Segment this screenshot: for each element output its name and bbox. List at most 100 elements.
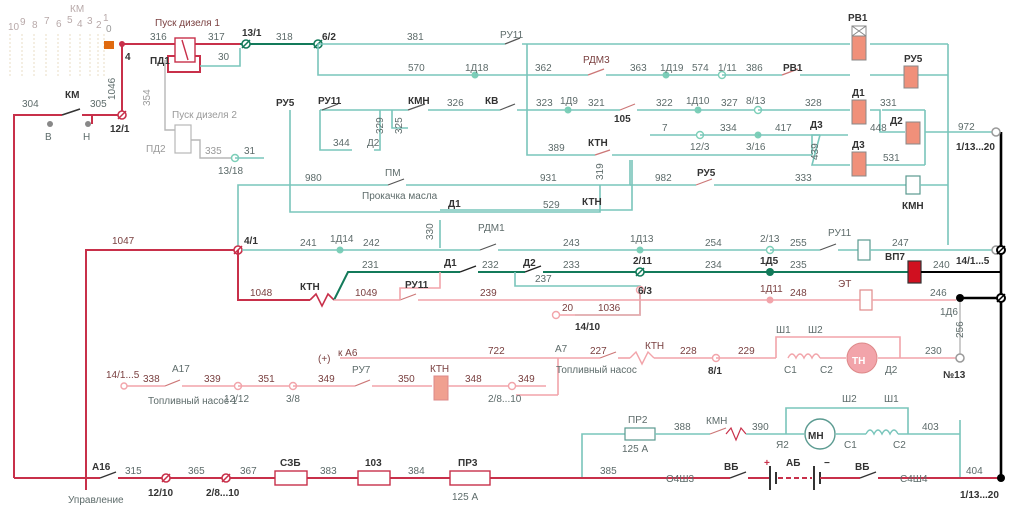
wire-256: 256 [955, 321, 966, 338]
wire-330: 330 [425, 223, 436, 240]
wire-318: 318 [276, 32, 293, 43]
wire-351: 351 [258, 374, 275, 385]
wire-322: 322 [656, 98, 673, 109]
ru11-top-label: РУ11 [500, 30, 524, 41]
wire-323: 323 [536, 98, 553, 109]
wire-242: 242 [363, 238, 380, 249]
wire-319: 319 [595, 163, 606, 180]
wire-243: 243 [563, 238, 580, 249]
wire-231: 231 [362, 260, 379, 271]
node-1d6: 1Д6 [940, 307, 958, 318]
wire-384: 384 [408, 466, 425, 477]
wire-339: 339 [204, 374, 221, 385]
wire-385: 385 [600, 466, 617, 477]
c1-b-label: С1 [844, 440, 857, 451]
pusk-1-label: Пуск дизеля 1 [155, 18, 220, 29]
wire-972: 972 [958, 122, 975, 133]
ktn-b-label: КТН [582, 197, 602, 208]
node-1d9: 1Д9 [560, 96, 578, 107]
d1-b-label: Д1 [444, 258, 457, 269]
wire-1049: 1049 [355, 288, 378, 299]
wire-7: 7 [662, 123, 668, 134]
node-1d13: 1Д13 [630, 234, 654, 245]
ab-plus: + [764, 458, 770, 469]
node-13-18-label: 13/18 [218, 166, 243, 177]
node-3-16: 3/16 [746, 142, 766, 153]
wire-241: 241 [300, 238, 317, 249]
wire-439: 439 [810, 143, 821, 160]
et-label: ЭТ [838, 279, 851, 290]
wire-386: 386 [746, 63, 763, 74]
node-6-2-label: 6/2 [322, 32, 336, 43]
cyan-middle [289, 103, 1001, 213]
wire-329: 329 [375, 117, 386, 134]
pusk-2-branch [164, 60, 264, 163]
wire-239: 239 [480, 288, 497, 299]
kmn-coil-label: КМН [902, 201, 924, 212]
ab-minus: − [824, 458, 830, 469]
shunt-103-label: 103 [365, 458, 382, 469]
szb-fuse [274, 470, 308, 486]
wire-390: 390 [752, 422, 769, 433]
wire-4: 4 [125, 52, 131, 63]
node-3-8: 3/8 [286, 394, 300, 405]
pd1-button [174, 37, 196, 63]
fuel-pump-1-row [120, 375, 546, 401]
ru5-coil-label: РУ5 [904, 54, 923, 65]
coil-ru11 [857, 239, 871, 261]
wire-349-b: 349 [518, 374, 535, 385]
ktn-a-label: КТН [588, 138, 608, 149]
d2-b-label: Д2 [523, 258, 536, 269]
km-pos-10: 10 [8, 22, 20, 33]
sh1-a-label: Ш1 [776, 325, 791, 336]
pr2-val: 125 А [622, 444, 648, 455]
coil-ktn [433, 375, 449, 401]
pr3-label: ПР3 [458, 458, 478, 469]
wire-363: 363 [630, 63, 647, 74]
wire-305: 305 [90, 99, 107, 110]
pr3-val: 125 А [452, 492, 478, 503]
rv1-coil-label: РВ1 [848, 13, 868, 24]
wire-232: 232 [482, 260, 499, 271]
ru11-b-label: РУ11 [318, 96, 342, 107]
o4sh3-label: О4Ш3 [666, 474, 695, 485]
coil-d2 [905, 121, 921, 145]
d3-coil-label: Д3 [852, 140, 865, 151]
wire-980: 980 [305, 173, 322, 184]
wire-383: 383 [320, 466, 337, 477]
node-105: 105 [614, 114, 631, 125]
node-12-1-label: 12/1 [110, 124, 130, 135]
wire-327: 327 [721, 98, 738, 109]
node-1d10: 1Д10 [686, 96, 710, 107]
d2-contact-label: Д2 [367, 138, 380, 149]
node-2-13: 2/13 [760, 234, 780, 245]
plus-label: (+) [318, 354, 331, 365]
km-pos-0: 0 [106, 24, 112, 35]
wire-404: 404 [966, 466, 983, 477]
coil-rv1 [851, 25, 867, 61]
wire-230: 230 [925, 346, 942, 357]
d1-a-label: Д1 [448, 199, 461, 210]
wire-338: 338 [143, 374, 160, 385]
kv-label: КВ [485, 96, 498, 107]
fuse-pr2 [624, 427, 656, 441]
km-pos-7: 7 [44, 16, 50, 27]
pr3-fuse [449, 470, 491, 486]
node-1d5: 1Д5 [760, 256, 779, 267]
minus-bus [960, 132, 1003, 478]
wire-1036: 1036 [598, 303, 621, 314]
rdm3-label: РДМ3 [583, 55, 610, 66]
wire-367: 367 [240, 466, 257, 477]
wire-531: 531 [883, 153, 900, 164]
pusk-2-label: Пуск дизеля 2 [172, 110, 237, 121]
node-14-1-5-a: 14/1...5 [956, 256, 990, 267]
wire-233: 233 [563, 260, 580, 271]
sh2-a-label: Ш2 [808, 325, 823, 336]
wire-331: 331 [880, 98, 897, 109]
node-6-3: 6/3 [638, 286, 652, 297]
wire-237: 237 [535, 274, 552, 285]
wire-20: 20 [562, 303, 574, 314]
szb-label: СЗБ [280, 458, 301, 469]
coil-et [859, 289, 873, 311]
wire-348: 348 [465, 374, 482, 385]
